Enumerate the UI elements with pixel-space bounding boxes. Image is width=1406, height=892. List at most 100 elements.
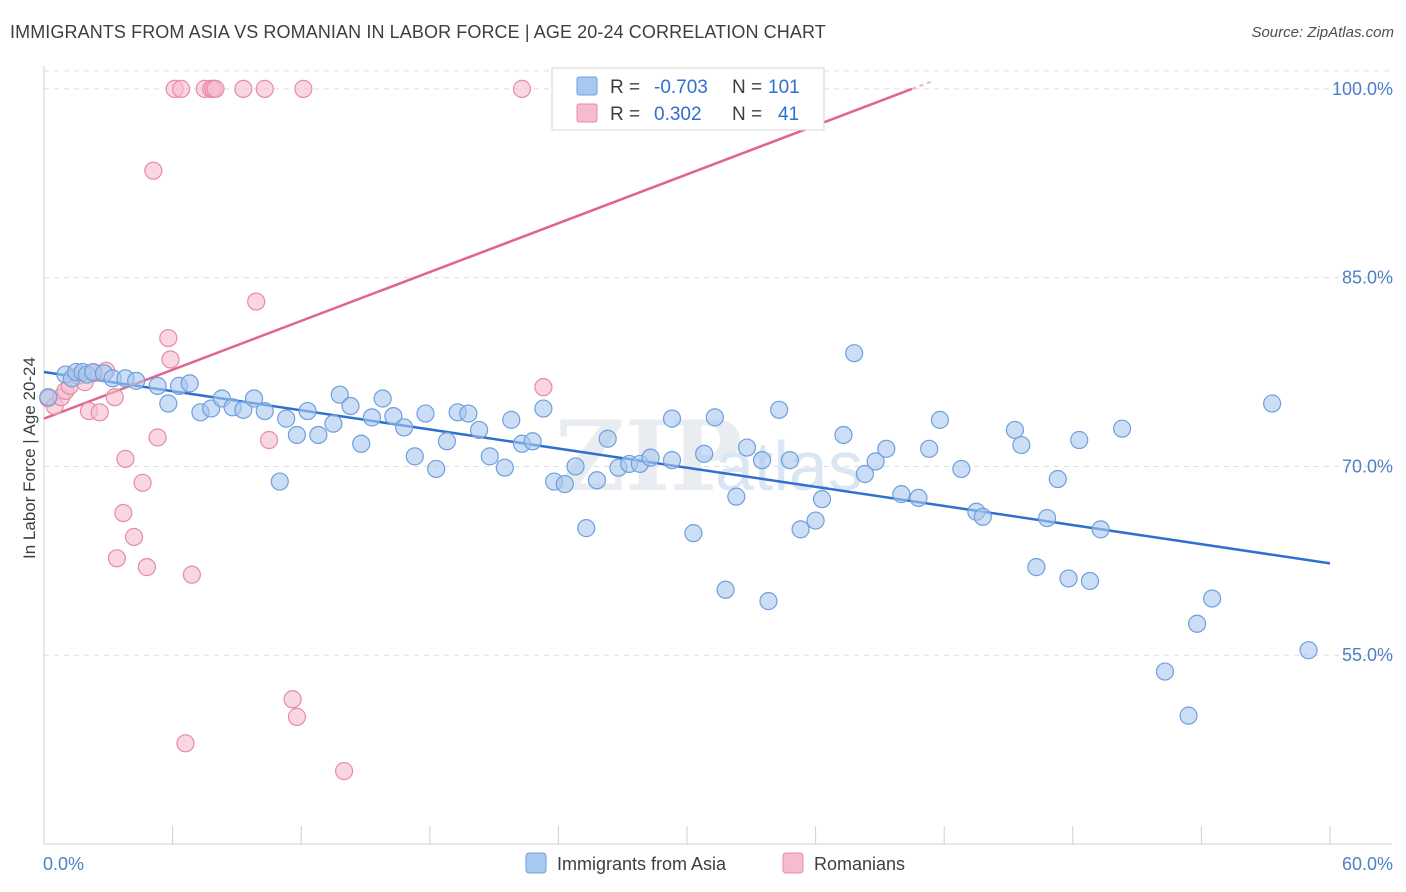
- asia-point-88: [1037, 508, 1057, 528]
- asia-point-87: [1027, 558, 1046, 577]
- legend-n-label-asia: N =: [732, 77, 762, 98]
- y-axis-title: In Labor Force | Age 20-24: [20, 357, 39, 559]
- asia-point-100: [1299, 641, 1318, 660]
- asia-point-78: [892, 485, 911, 504]
- asia-point-94: [1112, 419, 1132, 438]
- asia-point-68: [770, 400, 789, 419]
- asia-point-32: [373, 389, 392, 408]
- bottom-legend-swatch-romanian: [782, 852, 804, 874]
- asia-point-11: [148, 376, 167, 395]
- asia-point-69: [780, 451, 799, 470]
- asia-point-99: [1263, 394, 1282, 413]
- romanian-point-17: [137, 558, 156, 577]
- asia-point-23: [277, 409, 296, 428]
- asia-point-98: [1203, 589, 1222, 608]
- asia-point-92: [1080, 571, 1100, 591]
- romanian-point-38: [512, 79, 532, 98]
- romanian-point-34: [283, 690, 302, 709]
- romanian-point-37: [334, 761, 354, 781]
- asia-point-80: [920, 439, 939, 458]
- romanian-trend-line: [43, 87, 913, 420]
- romanian-point-20: [159, 328, 178, 348]
- asia-point-35: [405, 447, 424, 466]
- romanian-point-13: [114, 503, 133, 523]
- asia-point-91: [1070, 430, 1089, 450]
- asia-point-36: [416, 404, 435, 423]
- asia-point-57: [641, 448, 660, 467]
- asia-point-20: [244, 389, 264, 408]
- romanian-point-36: [294, 79, 313, 98]
- romanian-point-14: [116, 449, 135, 468]
- asia-point-95: [1155, 662, 1175, 681]
- asia-point-44: [502, 410, 521, 429]
- bottom-legend-swatch-asia: [525, 852, 547, 874]
- asia-point-97: [1179, 706, 1198, 725]
- romanian-point-11: [105, 388, 124, 407]
- y-tick-label-3: 100.0%: [1332, 79, 1393, 99]
- asia-point-19: [234, 400, 253, 419]
- asia-point-28: [330, 385, 349, 404]
- legend-n-value-asia: 101: [768, 77, 800, 98]
- asia-point-26: [309, 425, 328, 445]
- asia-point-76: [866, 452, 885, 471]
- asia-point-25: [298, 401, 317, 421]
- asia-point-82: [952, 459, 971, 479]
- asia-point-42: [480, 447, 499, 466]
- asia-point-89: [1048, 469, 1067, 489]
- y-tick-label-1: 70.0%: [1342, 456, 1393, 476]
- asia-point-86: [1012, 435, 1031, 455]
- asia-point-41: [469, 420, 489, 440]
- y-tick-label-0: 55.0%: [1342, 645, 1393, 665]
- legend-r-label-romanian: R =: [610, 104, 640, 125]
- asia-point-51: [577, 519, 596, 538]
- romanian-point-18: [144, 161, 163, 180]
- chart-title: IMMIGRANTS FROM ASIA VS ROMANIAN IN LABO…: [10, 22, 826, 42]
- asia-point-34: [394, 418, 414, 437]
- asia-point-27: [324, 414, 343, 433]
- romanian-point-19: [148, 428, 167, 447]
- bottom-legend-label-asia: Immigrants from Asia: [557, 854, 727, 874]
- correlation-legend: R = -0.703 N = 101 R = 0.302 N = 41: [551, 67, 825, 131]
- asia-point-70: [791, 520, 810, 539]
- asia-point-38: [437, 432, 457, 451]
- bottom-legend-label-romanian: Romanians: [814, 854, 905, 874]
- legend-swatch-asia: [576, 76, 598, 96]
- asia-point-90: [1059, 569, 1078, 588]
- asia-point-29: [341, 396, 360, 416]
- asia-point-67: [759, 592, 778, 611]
- asia-point-58: [662, 409, 682, 428]
- legend-n-label-romanian: N =: [732, 104, 762, 125]
- asia-point-46: [523, 432, 542, 451]
- source-label: Source: ZipAtlas.com: [1251, 24, 1394, 41]
- romanian-point-39: [534, 378, 553, 397]
- asia-point-96: [1188, 614, 1207, 633]
- asia-point-74: [845, 344, 864, 363]
- asia-point-71: [806, 511, 825, 530]
- romanian-point-23: [172, 79, 191, 98]
- x-tick-labels: 0.0% 60.0%: [43, 854, 1393, 874]
- asia-point-12: [159, 394, 178, 413]
- romanian-point-24: [176, 734, 195, 753]
- asia-point-37: [427, 459, 446, 479]
- asia-point-21: [255, 401, 274, 421]
- romanian-point-31: [247, 292, 266, 311]
- asia-point-66: [752, 451, 772, 470]
- asia-point-93: [1091, 520, 1110, 539]
- romanian-point-21: [161, 350, 180, 369]
- asia-point-64: [727, 487, 746, 506]
- asia-point-33: [384, 406, 403, 426]
- asia-point-30: [352, 434, 371, 453]
- romanian-point-35: [287, 707, 307, 726]
- asia-point-0: [39, 388, 58, 407]
- romanian-point-33: [259, 430, 279, 450]
- asia-point-43: [495, 458, 514, 477]
- legend-r-label-asia: R =: [610, 77, 640, 98]
- asia-point-10: [127, 371, 146, 390]
- x-tick-label-1: 60.0%: [1342, 854, 1393, 874]
- asia-point-50: [566, 457, 585, 476]
- asia-point-81: [930, 410, 950, 429]
- grid-lines: [44, 70, 1392, 656]
- romanian-point-12: [107, 549, 126, 568]
- romanian-point-16: [133, 473, 152, 492]
